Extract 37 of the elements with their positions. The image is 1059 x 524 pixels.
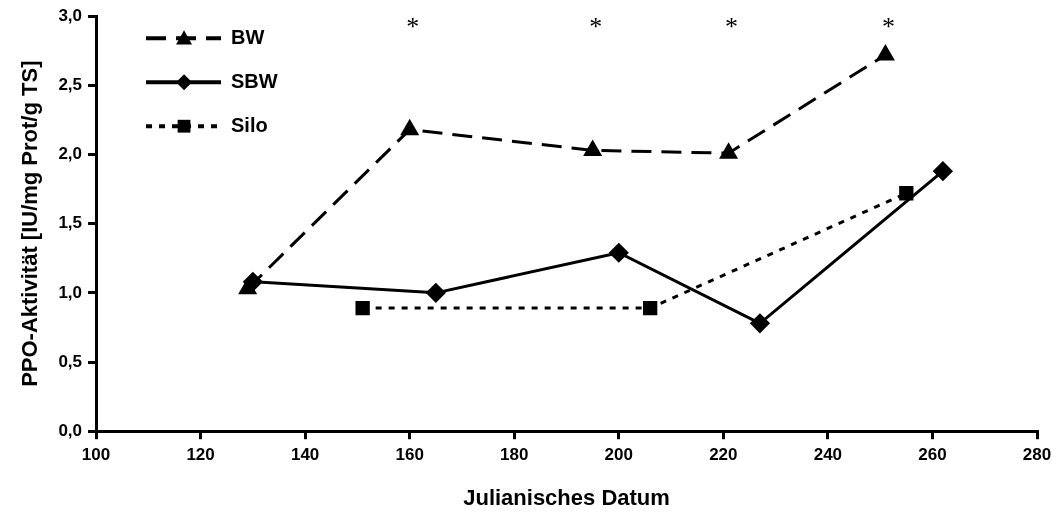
point (643, 300, 658, 316)
point (609, 243, 629, 263)
point (401, 120, 419, 136)
y-tick-label: 2,0 (58, 144, 83, 164)
x-tick-label: 200 (604, 445, 633, 465)
x-tick-label: 120 (186, 445, 215, 465)
point (355, 300, 370, 316)
legend-label: BW (231, 25, 265, 48)
x-tick-label: 260 (918, 445, 947, 465)
y-tick-label: 0,0 (58, 420, 83, 440)
legend-label: SBW (231, 69, 278, 92)
x-axis-title: Julianisches Datum (463, 484, 670, 510)
point (933, 161, 953, 181)
point (899, 186, 914, 201)
y-tick-label: 1,5 (58, 213, 83, 233)
y-tick-label: 3,0 (58, 5, 83, 25)
point (750, 313, 770, 333)
y-axis-title: PPO-Aktivität [IU/mg Prot/g TS] (17, 60, 43, 387)
annotation: * (725, 12, 739, 42)
legend-label: Silo (231, 113, 268, 136)
point (876, 45, 894, 61)
point (584, 140, 602, 156)
y-tick-label: 2,5 (58, 75, 83, 95)
point (426, 283, 446, 303)
point (720, 143, 737, 159)
x-tick-label: 220 (709, 445, 738, 465)
x-tick-label: 180 (500, 445, 529, 465)
x-tick-label: 240 (813, 445, 843, 465)
y-tick-label: 1,0 (58, 282, 83, 302)
annotation: * (881, 12, 895, 42)
x-tick-label: 280 (1022, 445, 1052, 465)
x-tick-label: 160 (395, 445, 424, 465)
y-tick-label: 0,5 (58, 351, 83, 371)
x-tick-label: 100 (81, 445, 111, 465)
annotation: * (589, 12, 603, 42)
annotation: * (406, 12, 420, 42)
x-tick-label: 140 (290, 445, 320, 465)
